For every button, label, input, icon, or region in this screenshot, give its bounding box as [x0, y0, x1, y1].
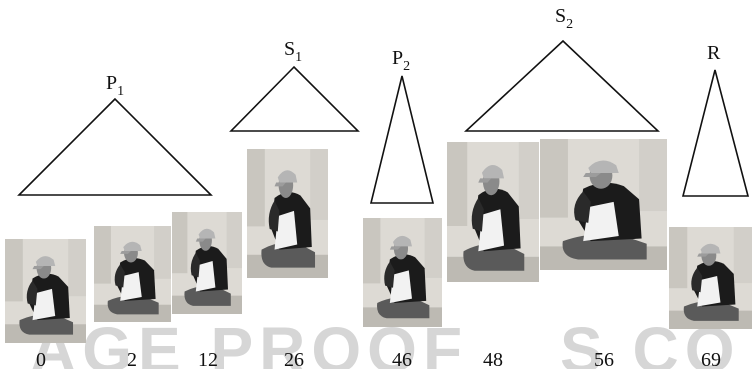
frame-number: 26 — [284, 349, 304, 369]
label-s1: S1 — [284, 38, 302, 65]
triangle-r — [681, 69, 750, 197]
label-r: R — [707, 42, 721, 64]
frame-image — [447, 142, 539, 282]
frame-number: 0 — [36, 349, 46, 369]
triangle-labels: P1 S1 P2 S2 R — [106, 5, 721, 99]
frame-image — [5, 239, 86, 343]
frame-number: 48 — [483, 349, 503, 369]
triangle-s1 — [229, 65, 360, 132]
frame-numbers: 0 2 12 26 46 48 56 69 — [36, 349, 721, 369]
frame-image — [363, 218, 442, 327]
triangle-p2 — [369, 75, 435, 204]
triangle-p1 — [17, 97, 213, 196]
frame-image — [94, 226, 171, 322]
frame-image — [540, 139, 667, 270]
label-p1: P1 — [106, 72, 124, 99]
label-p2: P2 — [392, 47, 410, 74]
frame-image — [172, 212, 242, 314]
triangle-s2 — [463, 39, 661, 132]
frame-number: 69 — [701, 349, 721, 369]
frame-image — [247, 149, 328, 278]
frame-number: 46 — [392, 349, 412, 369]
frame-number: 12 — [198, 349, 218, 369]
frame-number: 2 — [127, 349, 137, 369]
label-s2: S2 — [555, 5, 573, 32]
frame-image — [669, 227, 752, 329]
frames — [5, 139, 752, 343]
frame-number: 56 — [594, 349, 614, 369]
triangles — [17, 39, 750, 204]
